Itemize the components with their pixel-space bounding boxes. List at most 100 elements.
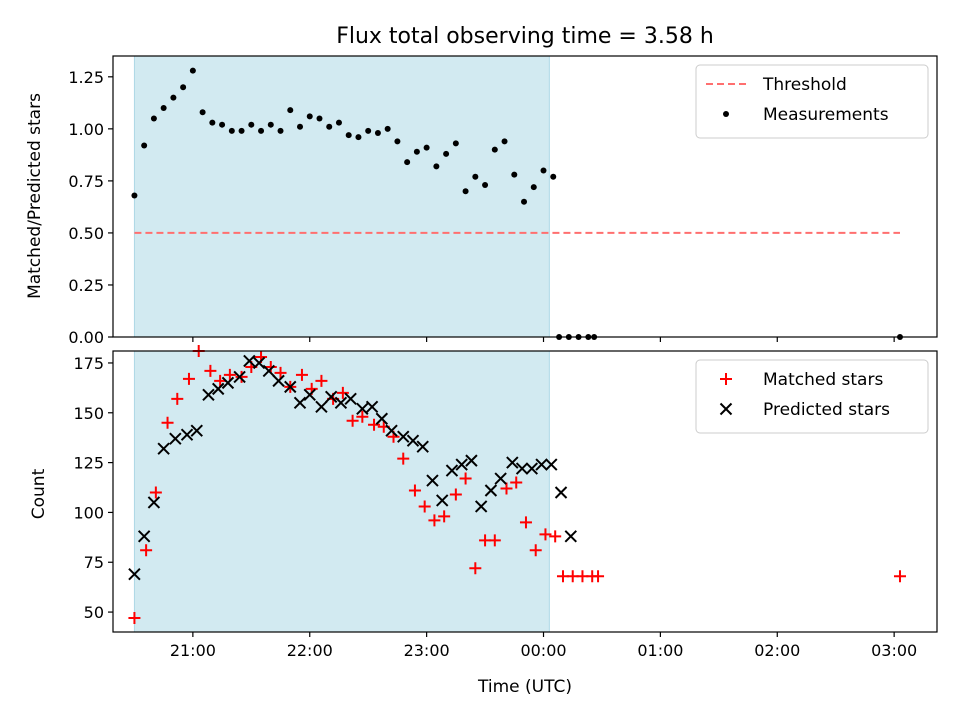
measurement-point (550, 173, 557, 180)
legend-label: Predicted stars (763, 400, 890, 420)
measurement-point (404, 159, 411, 166)
predicted-point (315, 400, 328, 414)
measurement-point (228, 127, 235, 134)
predicted-point (564, 530, 577, 543)
bottom-y-tick-label: 125 (73, 454, 104, 473)
measurement-point (199, 109, 206, 116)
measurement-point (219, 121, 226, 128)
matched-point (449, 488, 462, 501)
predicted-point (211, 382, 225, 396)
matched-point (149, 486, 162, 499)
matched-point (128, 612, 141, 625)
measurement-point (335, 119, 342, 126)
predicted-point (243, 354, 256, 368)
predicted-point (180, 428, 194, 441)
top-y-axis-label: Matched/Predicted stars (25, 93, 45, 299)
top-y-tick-label: 1.00 (68, 120, 104, 139)
bottom-y-tick-label: 100 (73, 503, 104, 522)
legend-box (695, 359, 929, 434)
predicted-point (494, 472, 507, 485)
predicted-point (545, 458, 558, 471)
predicted-point (465, 454, 478, 467)
bottom-x-tick-label: 01:00 (637, 641, 683, 660)
chart-title: Flux total observing time = 3.58 h (336, 24, 714, 49)
predicted-point (284, 380, 297, 394)
predicted-point (272, 374, 285, 388)
matched-point (182, 372, 195, 385)
measurement-point (530, 184, 537, 191)
predicted-point (169, 432, 182, 445)
bottom-x-tick-label: 03:00 (871, 641, 917, 660)
top-axes-frame (112, 55, 938, 338)
measurement-point (511, 171, 518, 178)
legend-label: Matched stars (763, 370, 883, 390)
predicted-point (334, 396, 348, 410)
predicted-point (157, 442, 170, 455)
measurement-point (248, 121, 255, 128)
bottom-y-tick-label: 175 (73, 354, 104, 373)
predicted-point (554, 486, 568, 499)
legend-label: Measurements (763, 105, 889, 125)
predicted-point (375, 412, 389, 425)
predicted-point (385, 424, 398, 437)
measurement-point (150, 115, 157, 122)
measurement-point (413, 148, 420, 155)
predicted-point (137, 530, 151, 543)
bottom-legend: Matched stars Predicted stars (695, 359, 929, 434)
top-legend: Threshold Measurements (695, 64, 929, 139)
matched-point (295, 368, 308, 381)
predicted-point (233, 370, 246, 384)
bottom-x-tick-label: 21:00 (170, 641, 216, 660)
matched-point (356, 410, 369, 423)
predicted-point (221, 376, 235, 390)
matched-point (214, 374, 227, 387)
matched-point (418, 500, 431, 513)
predicted-point (344, 392, 357, 406)
measurement-point (297, 123, 304, 130)
predicted-point (147, 496, 161, 509)
top-panel: 0.00 0.25 0.50 0.75 1.00 1.25 Threshold Measure… (68, 55, 938, 347)
matched-point (336, 386, 349, 399)
matched-point (549, 530, 562, 543)
predicted-point (293, 396, 307, 410)
top-y-tick-label: 0.75 (68, 172, 104, 191)
measurement-point (501, 138, 508, 145)
top-y-tick-label: 0.50 (68, 224, 104, 243)
matched-point (459, 472, 472, 485)
bottom-x-tick-label: 23:00 (404, 641, 450, 660)
predicted-point (506, 456, 519, 469)
predicted-point (324, 390, 338, 404)
measurement-point (287, 107, 294, 114)
predicted-point (474, 500, 488, 513)
predicted-point (202, 388, 215, 402)
top-y-tick-label: 1.25 (68, 68, 104, 87)
measurement-point (355, 134, 362, 141)
predicted-point (262, 364, 276, 378)
matched-point (408, 484, 421, 497)
measurement-point (472, 173, 479, 180)
predicted-point (484, 484, 498, 497)
predicted-point (190, 424, 203, 437)
bottom-axes-frame (112, 350, 938, 633)
matched-point (428, 514, 441, 527)
matched-point (893, 570, 906, 583)
measurement-point (180, 84, 187, 91)
bottom-series-x (128, 354, 577, 581)
matched-point (315, 374, 328, 387)
matched-point (223, 368, 236, 381)
predicted-point (525, 462, 539, 475)
bottom-panel: 50 75 100 125 150 175 21:00 22:00 23:00 00:00 01:0… (73, 345, 938, 660)
measurement-point (345, 132, 352, 139)
predicted-point (426, 474, 439, 487)
measurement-point (521, 198, 528, 205)
measurement-point (433, 163, 440, 170)
predicted-point (535, 458, 548, 471)
measurement-point (491, 146, 498, 153)
top-y-tick-label: 0.00 (68, 328, 104, 347)
measurement-point (160, 105, 167, 112)
predicted-point (397, 430, 410, 443)
measurement-point (238, 127, 245, 134)
top-shaded-span (133, 55, 550, 338)
matched-point (438, 510, 451, 523)
